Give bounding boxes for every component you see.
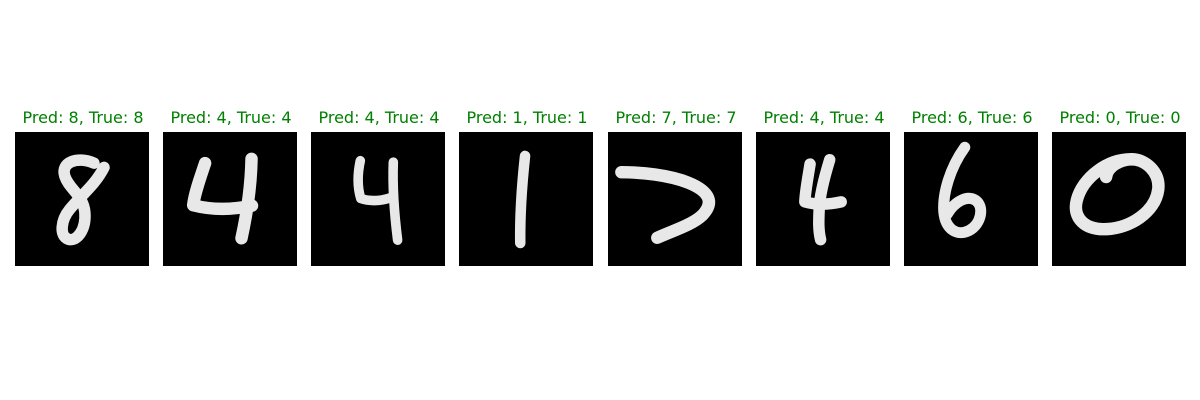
sample-panel: Pred: 4, True: 4 xyxy=(163,108,299,270)
prediction-caption: Pred: 4, True: 4 xyxy=(318,108,440,127)
sample-panel: Pred: 0, True: 0 xyxy=(1052,108,1188,270)
handwritten-one-glyph xyxy=(514,150,531,249)
sample-panel: Pred: 4, True: 4 xyxy=(311,108,447,270)
digit-image-8 xyxy=(15,132,149,266)
digit-image-6 xyxy=(904,132,1038,266)
handwritten-four-glyph xyxy=(186,152,259,245)
prediction-caption: Pred: 7, True: 7 xyxy=(615,108,737,127)
digit-image-7 xyxy=(608,132,742,266)
prediction-caption: Pred: 8, True: 8 xyxy=(22,108,144,127)
sample-panel: Pred: 1, True: 1 xyxy=(459,108,595,270)
prediction-caption: Pred: 1, True: 1 xyxy=(466,108,588,127)
handwritten-eight-glyph xyxy=(56,154,110,246)
sample-panel: Pred: 4, True: 4 xyxy=(756,108,892,270)
sample-panel: Pred: 7, True: 7 xyxy=(608,108,744,270)
sample-panel: Pred: 8, True: 8 xyxy=(15,108,151,270)
handwritten-six-glyph xyxy=(938,141,987,239)
prediction-caption: Pred: 0, True: 0 xyxy=(1059,108,1181,127)
digit-image-1 xyxy=(459,132,593,266)
prediction-caption: Pred: 4, True: 4 xyxy=(763,108,885,127)
handwritten-four-glyph xyxy=(353,155,403,245)
prediction-caption: Pred: 6, True: 6 xyxy=(911,108,1033,127)
digit-image-0 xyxy=(1052,132,1186,266)
digit-image-4 xyxy=(163,132,297,266)
digit-image-4 xyxy=(311,132,445,266)
handwritten-seven-glyph xyxy=(615,165,716,244)
sample-panel: Pred: 6, True: 6 xyxy=(904,108,1040,270)
handwritten-four-glyph xyxy=(799,154,847,246)
digit-image-4 xyxy=(756,132,890,266)
handwritten-zero-glyph xyxy=(1069,153,1165,236)
prediction-caption: Pred: 4, True: 4 xyxy=(170,108,292,127)
